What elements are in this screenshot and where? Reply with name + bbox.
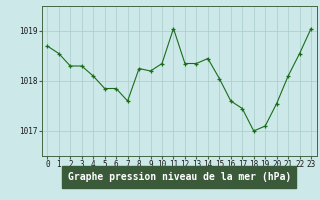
X-axis label: Graphe pression niveau de la mer (hPa): Graphe pression niveau de la mer (hPa) [68,172,291,182]
